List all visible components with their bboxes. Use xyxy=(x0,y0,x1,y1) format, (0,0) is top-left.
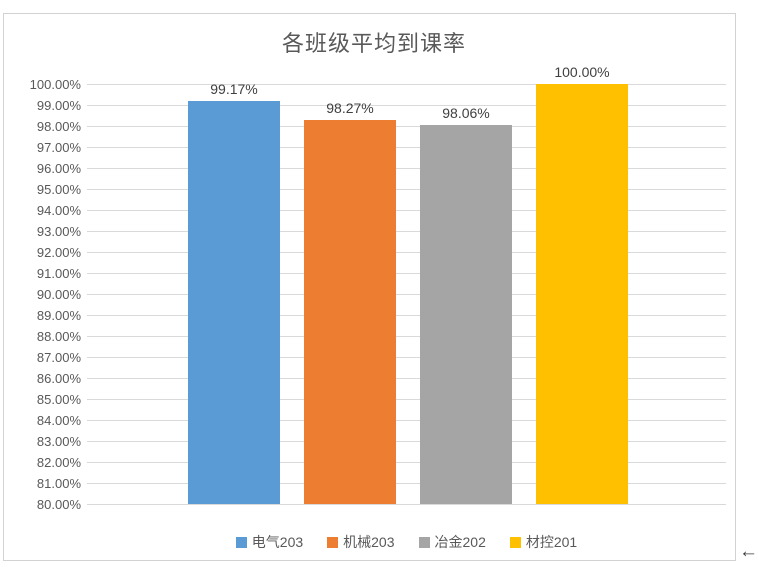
legend-item: 电气203 xyxy=(235,532,304,552)
y-tick-label: 100.00% xyxy=(29,77,81,92)
gridline xyxy=(87,147,726,148)
gridline xyxy=(87,357,726,358)
gridline xyxy=(87,462,726,463)
left-arrow-cursor: ← xyxy=(739,541,758,562)
y-tick-label: 88.00% xyxy=(36,329,81,344)
legend-item: 冶金202 xyxy=(418,532,486,552)
gridline xyxy=(87,168,726,169)
legend-item: 机械203 xyxy=(327,532,395,552)
plot-area: 99.17% 98.27% 98.06% 100.00% xyxy=(87,64,726,505)
legend-swatch-icon xyxy=(235,536,247,548)
y-tick-label: 99.00% xyxy=(36,98,81,113)
y-tick-label: 80.00% xyxy=(36,497,81,512)
chart-bar xyxy=(536,84,628,504)
y-tick-label: 94.00% xyxy=(36,203,81,218)
y-tick-label: 89.00% xyxy=(36,308,81,323)
legend-label: 电气203 xyxy=(251,534,304,550)
gridline xyxy=(87,315,726,316)
chart-bar xyxy=(304,120,396,504)
gridline xyxy=(87,252,726,253)
gridline xyxy=(87,378,726,379)
y-tick-label: 97.00% xyxy=(36,140,81,155)
data-label: 98.06% xyxy=(442,104,490,121)
gridline xyxy=(87,420,726,421)
legend-label: 材控201 xyxy=(525,534,578,550)
chart-frame[interactable]: 各班级平均到课率 100.00% 99.00% 98.00% 97.00% 96.00%… xyxy=(3,13,736,561)
chart-bar xyxy=(188,101,280,504)
legend-swatch-icon xyxy=(509,536,521,548)
gridline xyxy=(87,210,726,211)
gridline xyxy=(87,399,726,400)
gridline xyxy=(87,84,726,85)
gridline xyxy=(87,504,726,505)
gridline xyxy=(87,441,726,442)
legend: 电气203 机械203 冶金202 材控201 xyxy=(87,532,726,552)
legend-label: 冶金202 xyxy=(434,534,486,550)
y-tick-label: 95.00% xyxy=(36,182,81,197)
y-tick-label: 98.00% xyxy=(36,119,81,134)
y-tick-label: 96.00% xyxy=(36,161,81,176)
chart-bar xyxy=(420,124,512,504)
y-tick-label: 83.00% xyxy=(36,434,81,449)
gridline xyxy=(87,126,726,127)
gridline xyxy=(87,189,726,190)
y-tick-label: 81.00% xyxy=(36,476,81,491)
gridline xyxy=(87,231,726,232)
y-tick-label: 85.00% xyxy=(36,392,81,407)
y-tick-label: 84.00% xyxy=(36,413,81,428)
y-tick-label: 82.00% xyxy=(36,455,81,470)
y-tick-label: 87.00% xyxy=(36,350,81,365)
gridline xyxy=(87,336,726,337)
gridline xyxy=(87,105,726,106)
gridline xyxy=(87,273,726,274)
legend-label: 机械203 xyxy=(343,534,395,550)
y-tick-label: 90.00% xyxy=(36,287,81,302)
data-label: 99.17% xyxy=(210,81,258,98)
data-label: 100.00% xyxy=(554,64,610,80)
legend-swatch-icon xyxy=(418,536,430,548)
data-label: 98.27% xyxy=(326,100,374,117)
chart-title: 各班级平均到课率 xyxy=(281,31,466,56)
y-axis: 100.00% 99.00% 98.00% 97.00% 96.00% 95.00% 94.… xyxy=(4,14,81,562)
legend-item: 材控201 xyxy=(509,532,578,552)
y-tick-label: 86.00% xyxy=(36,371,81,386)
y-tick-label: 93.00% xyxy=(36,224,81,239)
legend-swatch-icon xyxy=(327,536,339,548)
y-tick-label: 91.00% xyxy=(36,266,81,281)
gridline xyxy=(87,294,726,295)
y-tick-label: 92.00% xyxy=(36,245,81,260)
gridline xyxy=(87,483,726,484)
